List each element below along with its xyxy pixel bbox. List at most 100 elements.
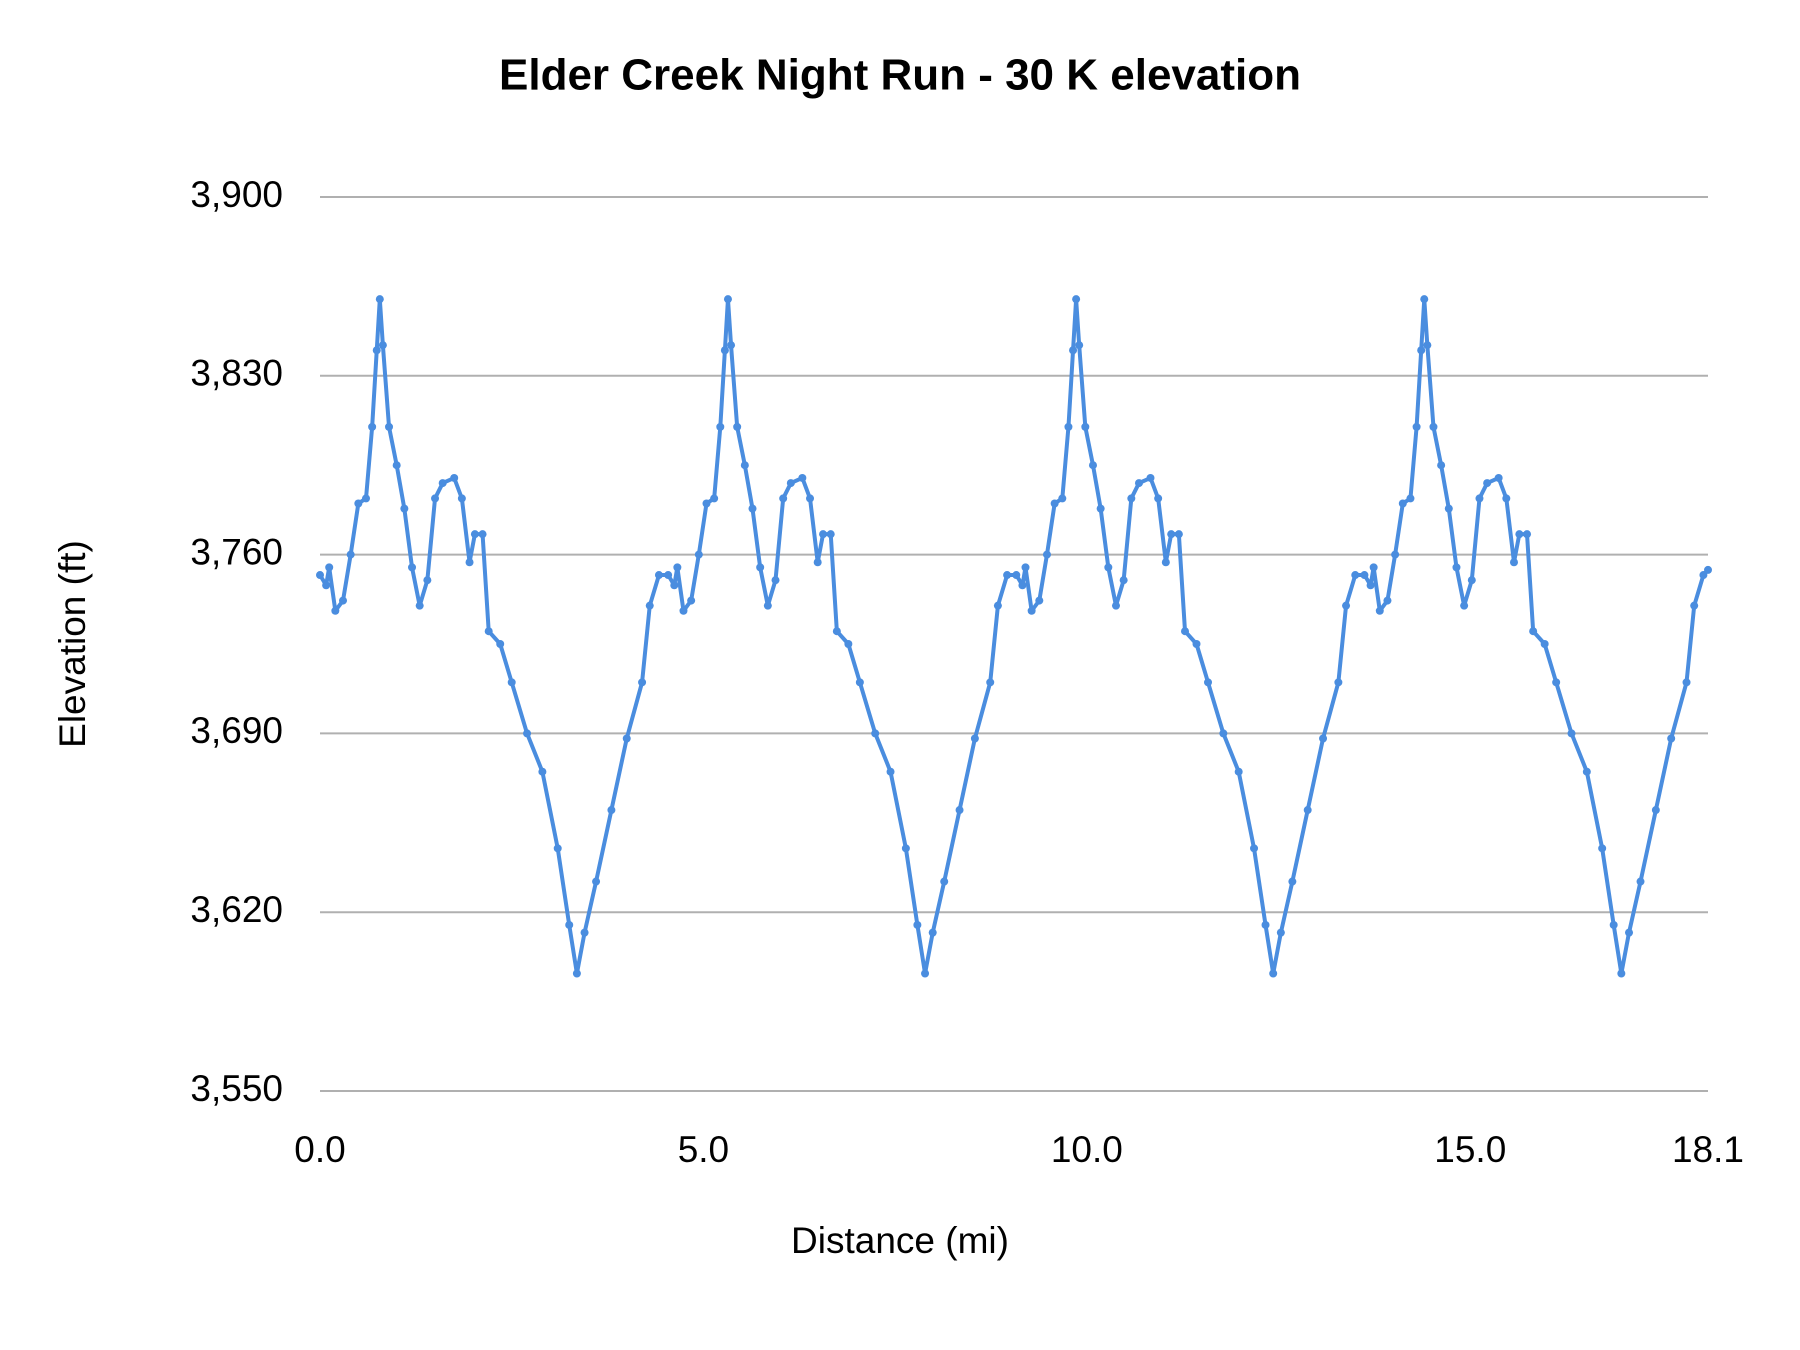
data-point: [362, 494, 371, 503]
data-point: [622, 734, 631, 743]
data-point: [1369, 563, 1378, 572]
data-point: [1375, 606, 1384, 615]
x-axis-title: Distance (mi): [791, 1220, 1009, 1261]
data-point: [1146, 473, 1155, 482]
data-point: [1509, 558, 1518, 567]
data-point: [1058, 494, 1067, 503]
data-point: [1444, 504, 1453, 513]
data-point: [316, 571, 324, 580]
data-point: [986, 678, 995, 687]
data-point: [1018, 581, 1027, 590]
data-point: [1161, 558, 1170, 567]
data-point: [1181, 627, 1190, 636]
data-point: [1167, 530, 1176, 539]
data-point: [1050, 499, 1059, 508]
data-point: [1342, 601, 1351, 610]
data-point: [368, 422, 377, 431]
data-point: [1276, 928, 1285, 937]
chart-title: Elder Creek Night Run - 30 K elevation: [499, 51, 1301, 100]
data-point: [1081, 422, 1090, 431]
data-point: [565, 920, 574, 929]
data-point: [400, 504, 409, 513]
data-point: [1540, 640, 1549, 648]
data-point: [1704, 565, 1712, 574]
data-point: [710, 494, 719, 503]
data-point: [1096, 504, 1105, 513]
data-point: [1104, 563, 1113, 572]
data-point: [438, 479, 447, 488]
data-point: [339, 596, 348, 605]
data-point: [1494, 473, 1503, 482]
data-point: [523, 729, 532, 738]
data-point: [638, 678, 647, 687]
data-point: [855, 678, 864, 687]
data-point: [1625, 928, 1634, 937]
data-point: [1529, 627, 1538, 636]
data-point: [478, 530, 487, 539]
data-point: [1334, 678, 1343, 687]
data-point: [1111, 601, 1120, 610]
data-point: [457, 494, 466, 503]
data-point: [1552, 678, 1561, 687]
data-point: [375, 295, 384, 304]
y-tick-label: 3,760: [190, 531, 283, 572]
data-point: [507, 678, 516, 687]
data-point: [1699, 571, 1708, 580]
y-tick-label: 3,620: [190, 889, 283, 930]
data-point: [1154, 494, 1163, 503]
data-point: [687, 596, 696, 605]
data-point: [1360, 571, 1369, 580]
data-point: [1502, 494, 1511, 503]
data-point: [1127, 494, 1136, 503]
data-point: [670, 581, 679, 590]
x-tick-label: 0.0: [294, 1129, 345, 1170]
data-point: [1406, 494, 1415, 503]
data-point: [763, 601, 772, 610]
data-point: [1288, 877, 1297, 886]
data-point: [694, 550, 703, 559]
data-point: [553, 844, 562, 853]
data-point: [1003, 571, 1012, 580]
data-point: [798, 473, 807, 482]
data-point: [1319, 734, 1328, 743]
data-point: [913, 920, 922, 929]
data-point: [346, 550, 355, 559]
data-point: [819, 530, 828, 539]
data-point: [727, 341, 736, 350]
data-point: [1682, 678, 1691, 687]
data-point: [1417, 346, 1426, 355]
data-point: [572, 969, 581, 978]
data-point: [993, 601, 1002, 610]
y-axis-title: Elevation (ft): [52, 540, 93, 748]
data-point: [1064, 422, 1073, 431]
data-point: [1423, 341, 1432, 350]
data-point: [1234, 767, 1243, 776]
data-point: [970, 734, 979, 743]
data-point: [1483, 479, 1492, 488]
data-point: [470, 530, 479, 539]
data-point: [354, 499, 363, 508]
data-point: [1467, 576, 1476, 585]
data-point: [886, 767, 895, 776]
data-point: [832, 627, 841, 636]
data-point: [496, 640, 505, 648]
data-point: [1636, 877, 1645, 886]
data-point: [1690, 601, 1699, 610]
data-point: [1412, 422, 1421, 431]
data-point: [1075, 341, 1084, 350]
data-point: [654, 571, 663, 580]
data-point: [1391, 550, 1400, 559]
data-point: [1667, 734, 1676, 743]
data-point: [378, 341, 387, 350]
data-point: [465, 558, 474, 567]
data-point: [1269, 969, 1278, 978]
data-point: [484, 627, 493, 636]
data-point: [408, 563, 417, 572]
data-point: [392, 461, 401, 470]
data-point: [1515, 530, 1524, 539]
data-point: [1452, 563, 1461, 572]
data-point: [940, 877, 949, 886]
data-point: [538, 767, 547, 776]
data-point: [1475, 494, 1484, 503]
